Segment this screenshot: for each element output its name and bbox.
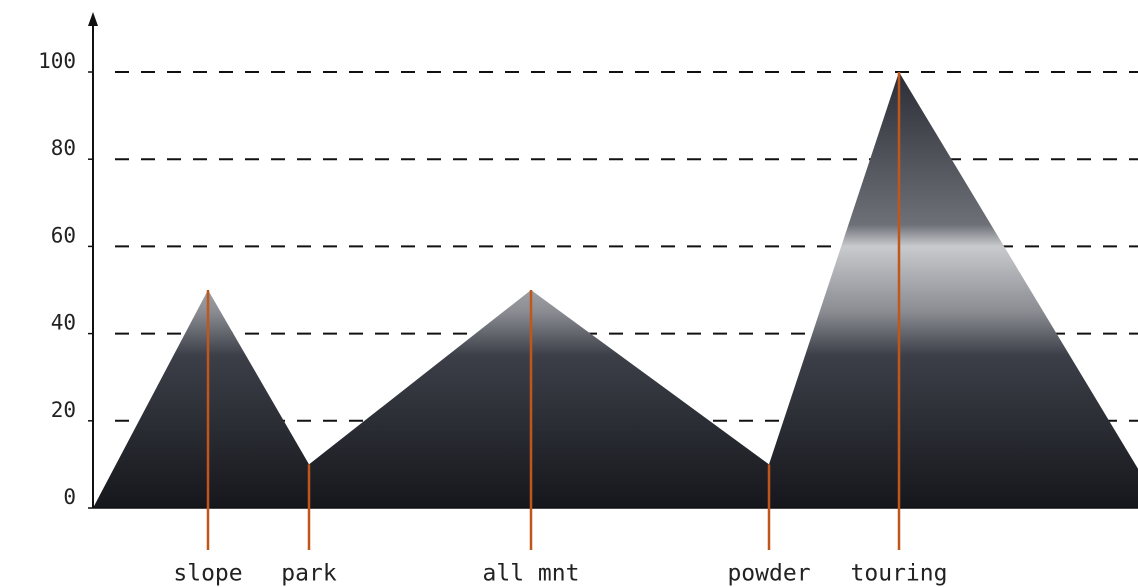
y-tick-label: 0: [63, 485, 76, 509]
mountain-area: [93, 72, 1138, 508]
x-tick-label: touring: [851, 561, 948, 587]
y-tick-label: 60: [51, 223, 76, 247]
x-tick-label: park: [281, 561, 337, 587]
y-tick-label: 100: [38, 49, 76, 73]
x-tick-label: powder: [727, 561, 810, 587]
y-tick-label: 20: [51, 398, 76, 422]
y-axis-arrow: [88, 12, 98, 26]
x-tick-label: all mnt: [483, 561, 580, 587]
y-tick-label: 40: [51, 311, 76, 335]
x-tick-label: slope: [173, 561, 242, 587]
y-tick-label: 80: [51, 136, 76, 160]
